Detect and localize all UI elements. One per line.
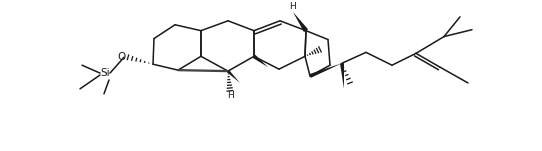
Text: Si: Si <box>100 68 110 78</box>
Polygon shape <box>253 55 268 67</box>
Text: H: H <box>227 91 234 100</box>
Polygon shape <box>293 12 308 32</box>
Text: H: H <box>289 2 295 11</box>
Polygon shape <box>340 63 344 89</box>
Polygon shape <box>309 63 342 78</box>
Polygon shape <box>227 70 240 83</box>
Text: O: O <box>118 52 126 62</box>
